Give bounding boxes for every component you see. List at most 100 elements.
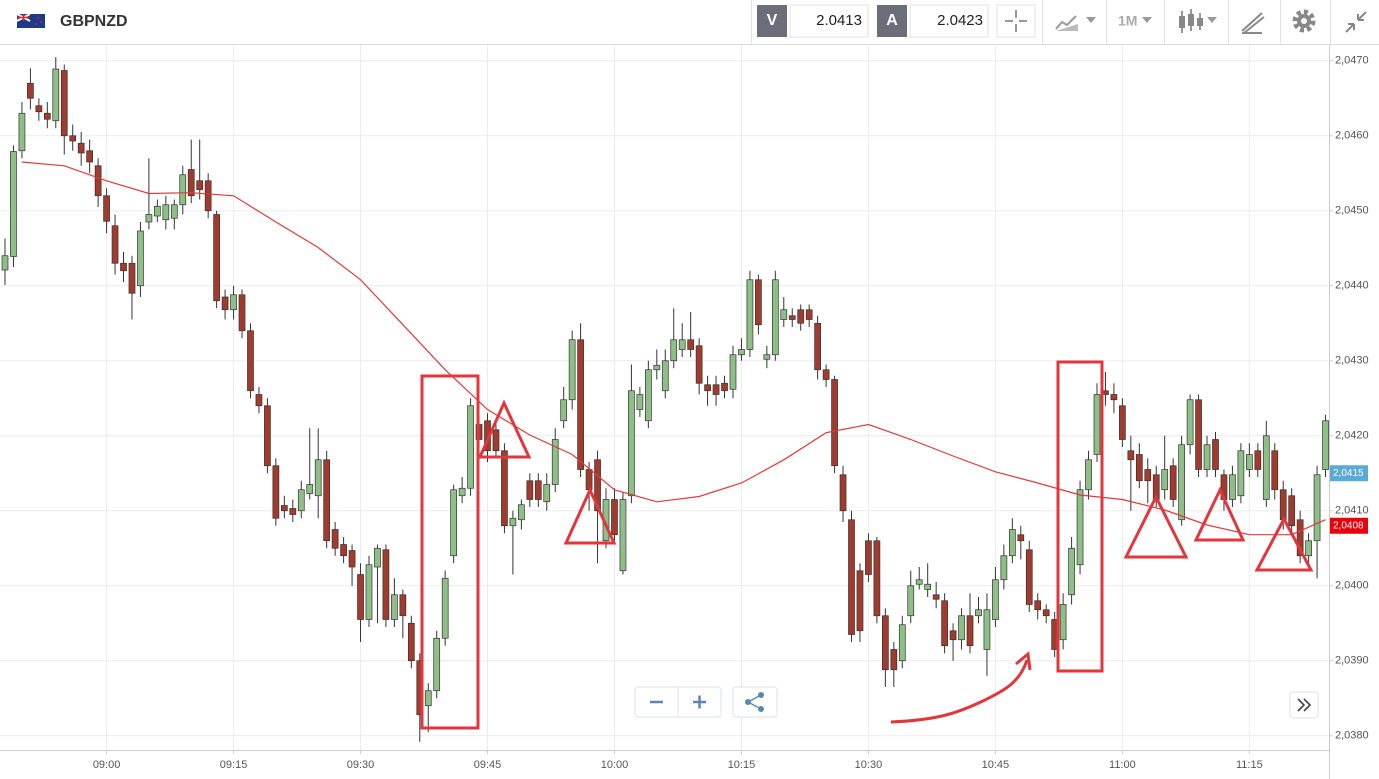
candle-body	[924, 583, 932, 590]
candle-body	[154, 205, 161, 217]
candle-body	[534, 480, 542, 500]
candle-body	[644, 369, 652, 422]
sell-label[interactable]: V	[767, 12, 778, 29]
candle-body	[1127, 450, 1135, 461]
candle-body	[365, 564, 373, 620]
settings-button[interactable]	[1292, 9, 1316, 33]
candle-body	[543, 484, 551, 503]
collapse-button[interactable]	[1345, 11, 1367, 33]
candle-body	[255, 394, 263, 407]
candle-body	[1008, 529, 1016, 557]
candle-body	[687, 339, 695, 350]
candle-body	[1229, 474, 1236, 500]
candle-body	[797, 309, 805, 324]
candle-body	[272, 465, 280, 519]
candle-body	[323, 459, 331, 542]
candle-body	[60, 70, 68, 137]
candle-body	[280, 505, 288, 512]
candle-body	[391, 594, 398, 620]
ask-price[interactable]: 2.0423	[937, 12, 983, 29]
annotation-triangle	[1193, 486, 1246, 542]
annotation-triangle	[477, 399, 532, 459]
buy-label[interactable]: A	[886, 12, 898, 29]
annotation-arrowhead	[1015, 651, 1032, 671]
y-tick-label: 2,0460	[1335, 130, 1369, 142]
y-tick-label: 2,0400	[1335, 580, 1369, 592]
candle-body	[1068, 547, 1075, 596]
candle-body	[636, 394, 644, 410]
candle-body	[1246, 454, 1253, 470]
bid-price[interactable]: 2.0413	[816, 12, 862, 29]
candle-body	[882, 615, 889, 671]
scroll-end-icon[interactable]	[1297, 698, 1312, 712]
candle-body	[94, 165, 102, 197]
candle-body	[831, 379, 838, 467]
chart-type-button[interactable]	[1179, 9, 1217, 33]
share-button[interactable]	[732, 686, 778, 718]
crosshair-button[interactable]	[996, 4, 1036, 38]
ask-box[interactable]	[909, 4, 989, 38]
annotation-box	[1056, 360, 1104, 673]
candle-body	[297, 489, 305, 512]
candle-body	[1288, 495, 1296, 527]
candle-body	[915, 579, 923, 585]
candle-body	[187, 169, 195, 197]
x-tick-label: 10:15	[728, 759, 756, 771]
y-tick-label: 2,0390	[1335, 655, 1369, 667]
candle-body	[1212, 439, 1219, 470]
candle-body	[509, 517, 517, 527]
candle-body	[1042, 609, 1050, 617]
candle-body	[1025, 549, 1033, 605]
x-tick-label: 09:00	[93, 759, 121, 771]
candle-body	[822, 369, 830, 380]
zoom-in-button[interactable]	[693, 695, 706, 709]
candle-body	[1, 255, 9, 271]
candle-body	[1119, 405, 1126, 440]
candle-body	[1313, 474, 1321, 542]
buy-button[interactable]	[877, 5, 907, 37]
annotation-triangle	[563, 486, 617, 545]
sell-button[interactable]	[757, 5, 787, 37]
y-tick-label: 2,0380	[1335, 730, 1369, 742]
candle-body	[230, 294, 237, 311]
candle-body	[941, 600, 948, 647]
candle-body	[839, 474, 847, 512]
candle-body	[1178, 444, 1185, 521]
indicator-button[interactable]	[1055, 15, 1096, 31]
candle-body	[247, 330, 254, 392]
candle-body	[1017, 534, 1025, 542]
candle-body	[137, 230, 144, 287]
candle-body	[958, 615, 965, 641]
candle-body	[162, 204, 170, 221]
candle-body	[704, 384, 711, 392]
y-tick-label: 2,0450	[1335, 205, 1369, 217]
candle-body	[179, 174, 187, 206]
candle-body	[780, 309, 788, 320]
candle-body	[763, 354, 771, 360]
timeframe-caret[interactable]	[1142, 17, 1152, 23]
y-tick-label: 2,0430	[1335, 355, 1369, 367]
candle-body	[264, 405, 271, 467]
draw-button[interactable]	[1241, 12, 1265, 34]
share-icon[interactable]	[745, 692, 764, 712]
moving-average	[21, 161, 1326, 536]
grid	[0, 45, 1329, 750]
candle-body	[755, 279, 762, 326]
candle-body	[890, 649, 898, 671]
candle-body	[907, 585, 915, 617]
candle-body	[441, 577, 449, 639]
candle-body	[492, 429, 500, 452]
candle-body	[86, 150, 94, 163]
candle-body	[949, 630, 957, 641]
candle-body	[1059, 604, 1067, 641]
bid-box[interactable]	[789, 4, 869, 38]
candle-body	[407, 622, 415, 662]
timeframe[interactable]: 1M	[1118, 13, 1137, 29]
candle-body	[1093, 394, 1101, 455]
candle-body	[1254, 450, 1262, 470]
candle-body	[975, 609, 982, 617]
price-marker	[1330, 517, 1368, 534]
annotations	[420, 360, 1314, 730]
x-tick-label: 11:00	[1109, 759, 1136, 771]
candle-body	[670, 339, 678, 362]
